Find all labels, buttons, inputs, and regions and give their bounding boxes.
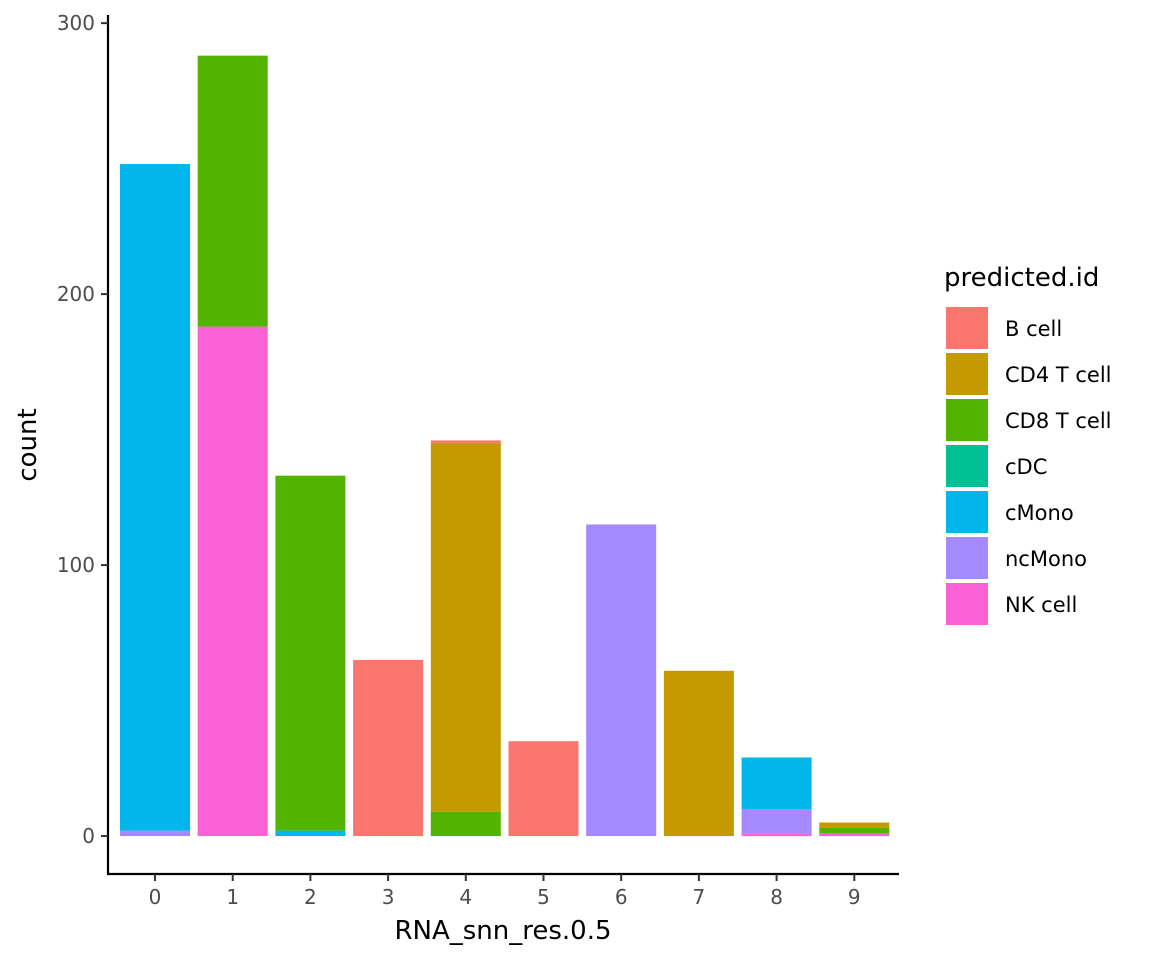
legend: predicted.id B cell CD4 T cell CD8 T cell c… [944,263,1112,625]
legend-label: NK cell [1005,593,1077,617]
x-tick-label: 9 [848,885,861,909]
y-tick-label: 300 [57,11,95,35]
bar-segment [120,164,190,831]
legend-label: B cell [1005,317,1062,341]
legend-key [946,353,988,395]
legend-key [946,537,988,579]
bar-segment [508,741,579,837]
bar-segment [197,55,268,327]
y-axis-title: count [13,408,43,481]
x-tick-label: 1 [226,885,239,909]
x-ticks: 0 1 2 3 4 5 6 7 8 9 [149,874,861,909]
bar-segment [663,670,734,837]
bar-segment [819,833,890,837]
legend-key [946,399,988,441]
x-tick-label: 5 [537,885,550,909]
legend-label: CD8 T cell [1005,409,1112,433]
y-ticks: 0 100 200 300 [57,11,108,848]
bar-segment [819,827,890,834]
legend-items: B cell CD4 T cell CD8 T cell cDC cMono ncMono… [946,307,1112,625]
x-tick-label: 2 [304,885,317,909]
legend-label: ncMono [1005,547,1087,571]
bar-segment [819,822,890,828]
legend-key [946,491,988,533]
bar-segment [430,440,501,444]
x-tick-label: 7 [693,885,706,909]
bar-segment [353,659,424,837]
bar-segment [741,833,812,837]
legend-title: predicted.id [944,263,1099,293]
axes-layer [106,15,899,876]
legend-label: cDC [1005,455,1047,479]
bar-segment [741,757,812,809]
bar-segment [430,443,501,812]
y-tick-label: 0 [82,824,95,848]
bars-layer [120,55,890,837]
x-tick-label: 6 [615,885,628,909]
legend-label: cMono [1005,501,1074,525]
bar-segment [586,524,657,837]
bar-segment [197,326,268,837]
bar-segment [275,475,346,831]
x-tick-label: 8 [770,885,783,909]
legend-key [946,445,988,487]
x-tick-label: 0 [149,885,162,909]
y-tick-label: 200 [57,282,95,306]
bar-segment [430,811,501,837]
x-tick-label: 3 [382,885,395,909]
bar-segment [120,830,190,837]
y-tick-label: 100 [57,553,95,577]
bar-segment [741,808,812,834]
bar-segment [275,830,346,837]
x-tick-label: 4 [459,885,472,909]
legend-key [946,307,988,349]
x-axis-title: RNA_snn_res.0.5 [394,916,611,946]
legend-key [946,583,988,625]
legend-label: CD4 T cell [1005,363,1112,387]
